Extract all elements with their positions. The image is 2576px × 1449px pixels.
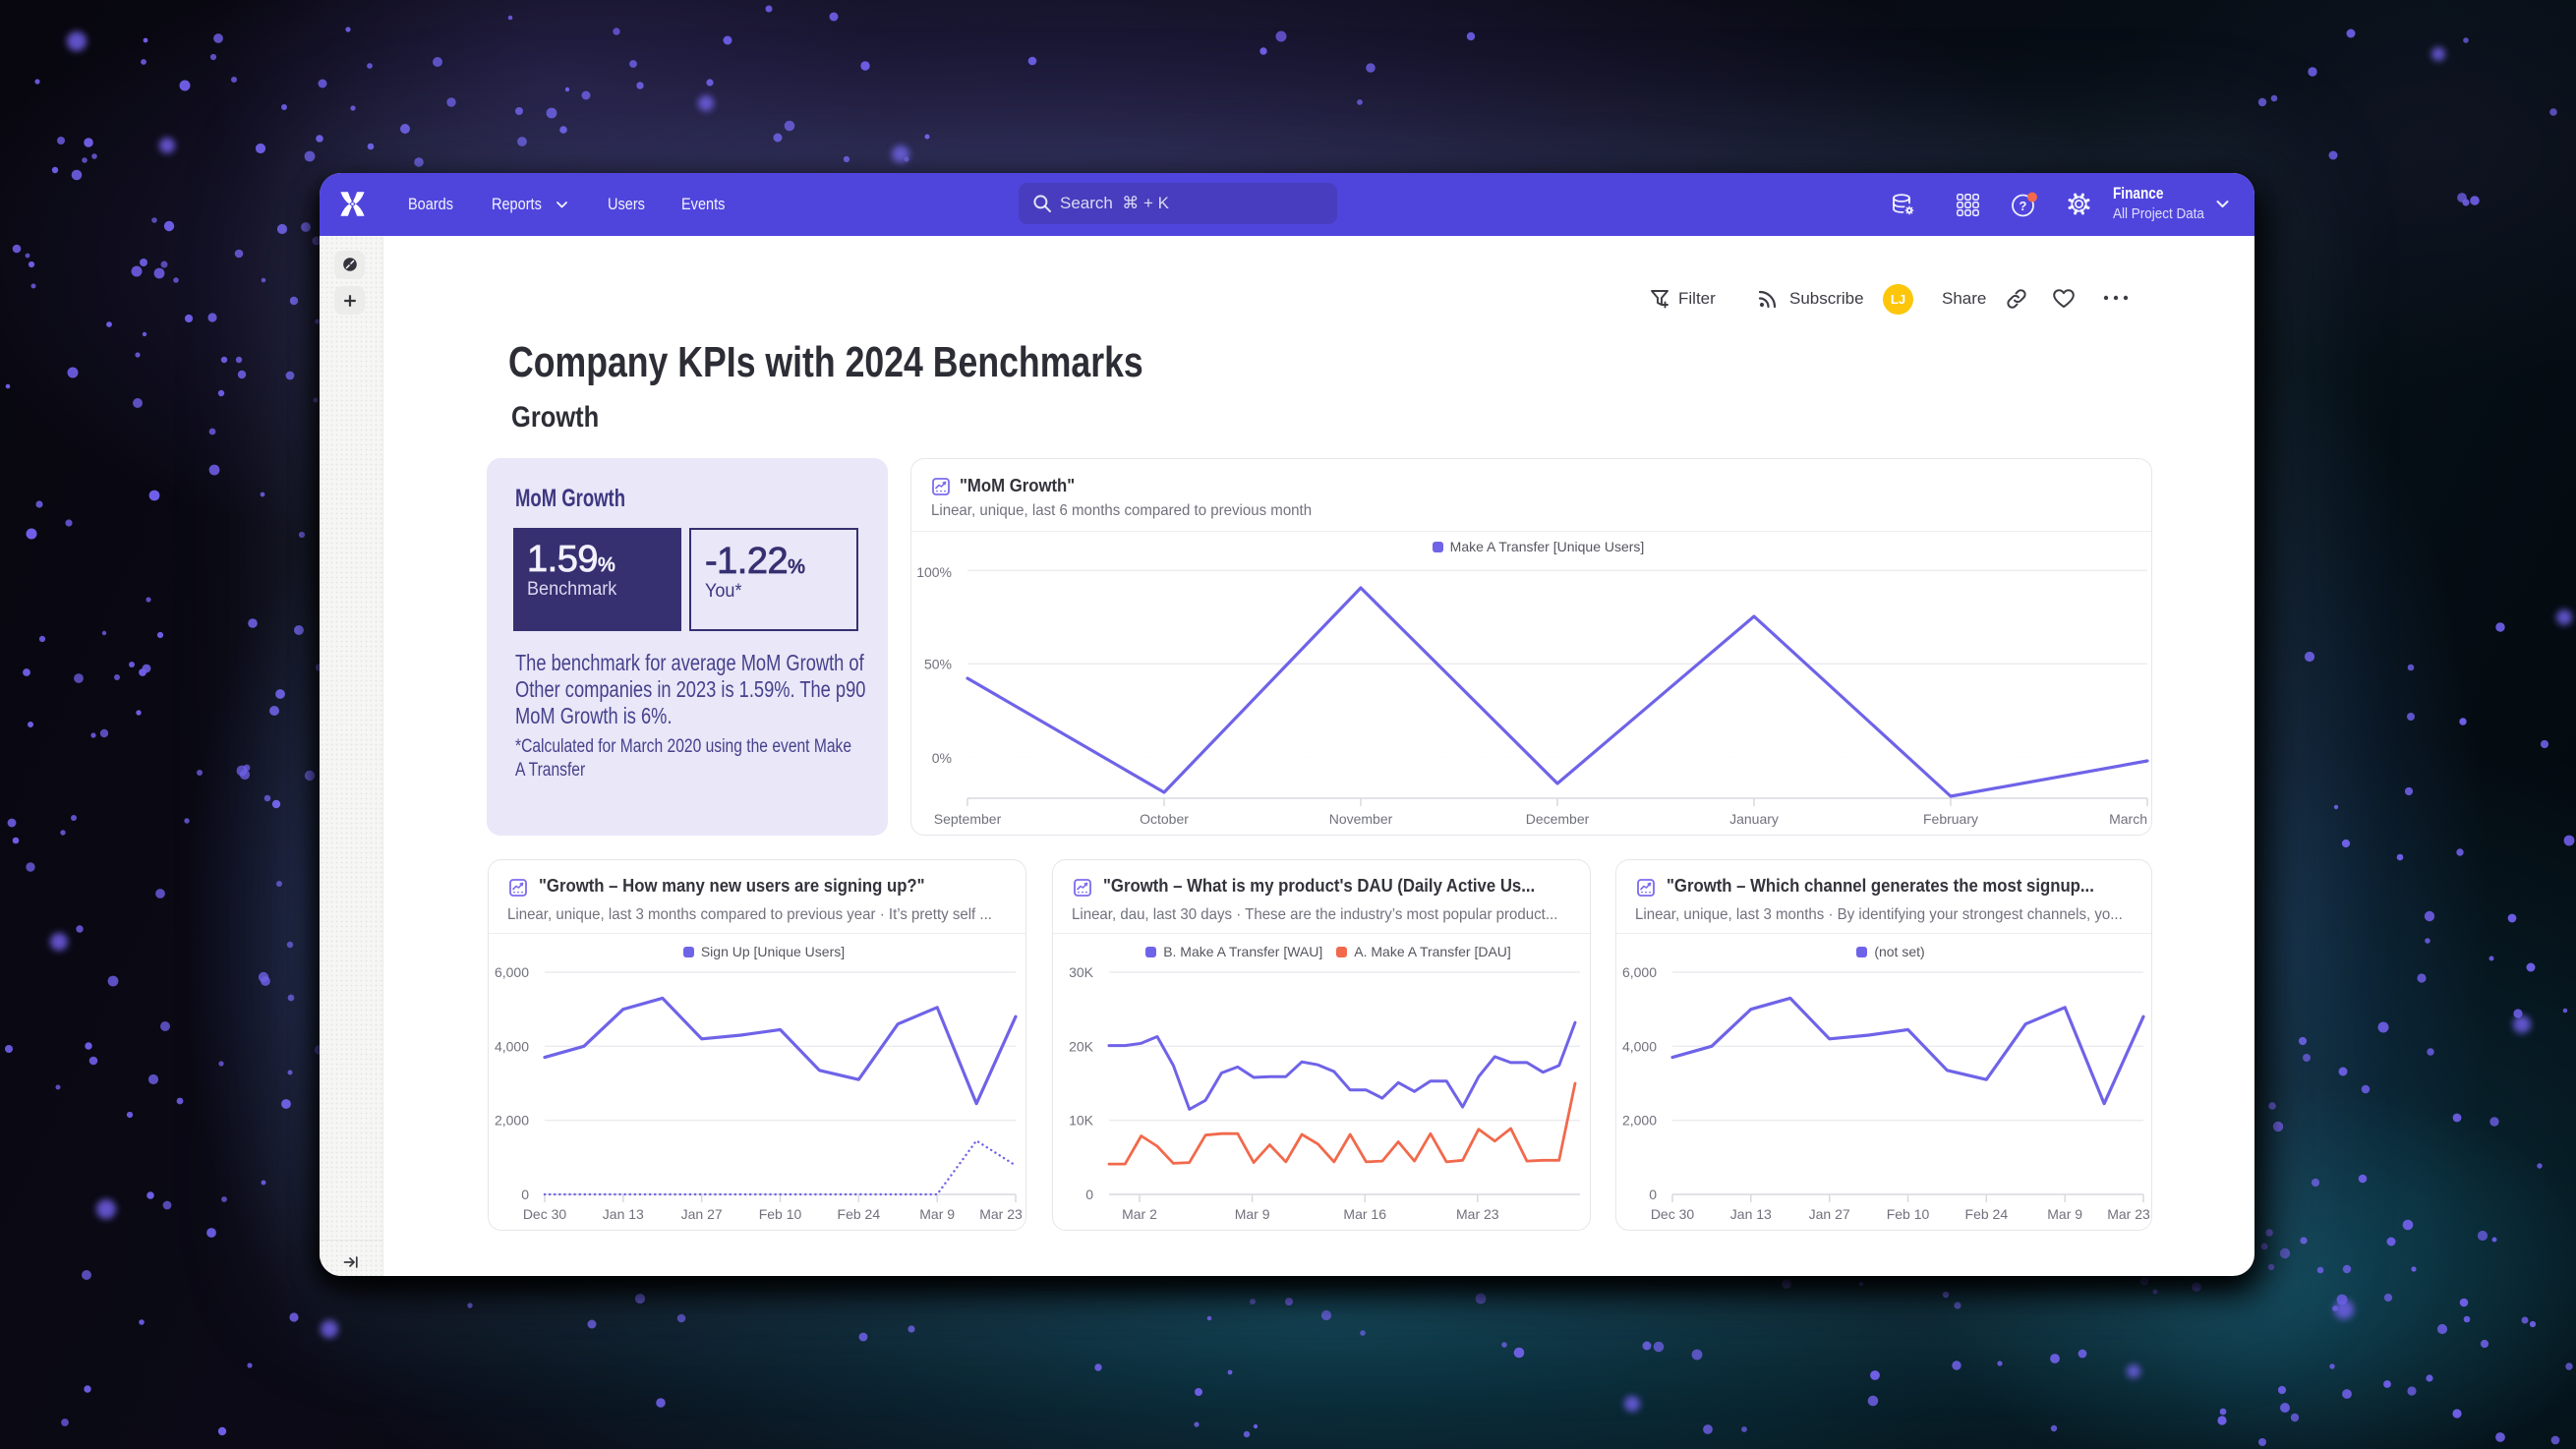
svg-text:Mar 9: Mar 9	[919, 1206, 955, 1222]
svg-text:30K: 30K	[1069, 964, 1094, 980]
svg-text:Feb 10: Feb 10	[759, 1206, 802, 1222]
svg-text:6,000: 6,000	[495, 964, 529, 980]
svg-text:January: January	[1729, 811, 1779, 827]
svg-text:Feb 24: Feb 24	[1965, 1206, 2009, 1222]
svg-text:100%: 100%	[916, 564, 952, 580]
svg-text:Jan 27: Jan 27	[681, 1206, 723, 1222]
svg-text:March: March	[2109, 811, 2147, 827]
svg-text:Jan 27: Jan 27	[1809, 1206, 1850, 1222]
svg-text:0: 0	[1649, 1187, 1657, 1202]
svg-text:December: December	[1526, 811, 1590, 827]
svg-text:Mar 9: Mar 9	[1235, 1206, 1270, 1222]
svg-text:Mar 2: Mar 2	[1122, 1206, 1157, 1222]
svg-text:Jan 13: Jan 13	[1730, 1206, 1772, 1222]
svg-text:October: October	[1140, 811, 1189, 827]
svg-text:2,000: 2,000	[1622, 1113, 1657, 1129]
svg-text:Feb 10: Feb 10	[1887, 1206, 1930, 1222]
svg-text:Mar 23: Mar 23	[1456, 1206, 1499, 1222]
svg-text:Jan 13: Jan 13	[603, 1206, 644, 1222]
svg-text:Mar 23: Mar 23	[2107, 1206, 2150, 1222]
svg-text:Mar 16: Mar 16	[1343, 1206, 1386, 1222]
svg-text:Feb 24: Feb 24	[838, 1206, 881, 1222]
svg-text:2,000: 2,000	[495, 1113, 529, 1129]
svg-text:0%: 0%	[932, 750, 952, 766]
svg-text:Mar 23: Mar 23	[979, 1206, 1023, 1222]
svg-text:Dec 30: Dec 30	[1651, 1206, 1695, 1222]
svg-text:0: 0	[521, 1187, 529, 1202]
svg-text:50%: 50%	[924, 657, 952, 672]
svg-text:September: September	[934, 811, 1002, 827]
svg-text:20K: 20K	[1069, 1038, 1094, 1054]
svg-text:November: November	[1329, 811, 1393, 827]
svg-text:Dec 30: Dec 30	[523, 1206, 567, 1222]
svg-text:4,000: 4,000	[1622, 1038, 1657, 1054]
svg-text:Mar 9: Mar 9	[2047, 1206, 2082, 1222]
svg-text:?: ?	[2020, 199, 2027, 213]
svg-text:6,000: 6,000	[1622, 964, 1657, 980]
svg-text:0: 0	[1085, 1187, 1093, 1202]
svg-text:4,000: 4,000	[495, 1038, 529, 1054]
svg-text:10K: 10K	[1069, 1113, 1094, 1129]
svg-text:February: February	[1923, 811, 1978, 827]
